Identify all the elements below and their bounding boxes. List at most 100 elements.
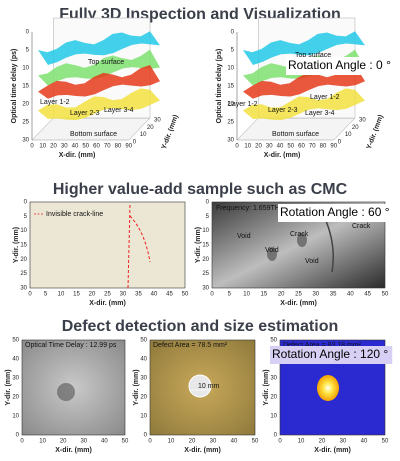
image-area (29, 201, 186, 289)
x-axis-label: X-dir. (mm) (280, 300, 317, 307)
z-tick-label: 20 (147, 125, 154, 131)
x-tick-label: 10 (244, 144, 251, 150)
x-tick-label: 0 (28, 292, 32, 298)
overlay-box (278, 204, 394, 222)
z-axis-label: Y-dir. (mm) (366, 114, 385, 150)
y-tick-label: 20 (140, 395, 147, 401)
x-axis-label: X-dir. (mm) (314, 447, 351, 454)
annotation: Top surface (88, 59, 124, 66)
overlay-text: Rotation Angle : 60 ° (280, 205, 390, 219)
y-tick-label: 20 (12, 395, 19, 401)
annotation: Defect Area = 83.18 mm² (283, 342, 362, 349)
section-title: Defect detection and size estimation (62, 318, 339, 335)
annotation: Frequency: 1.659THz (216, 205, 284, 212)
x-tick-label: 5 (228, 292, 232, 298)
x-tick-label: 50 (382, 439, 389, 445)
x-tick-label: 0 (148, 439, 152, 445)
y-tick-label: 10 (270, 414, 277, 420)
x-tick-label: 50 (82, 144, 89, 150)
x-tick-label: 90 (125, 144, 132, 150)
y-tick-label: 25 (227, 120, 234, 126)
x-tick-label: 30 (120, 292, 127, 298)
x-tick-label: 20 (89, 292, 96, 298)
layer-surface (243, 88, 365, 121)
x-tick-label: 50 (252, 439, 259, 445)
x-tick-label: 35 (330, 292, 337, 298)
z-tick-label: 20 (352, 125, 359, 131)
y-tick-label: 0 (16, 433, 20, 439)
void-spot (297, 233, 307, 247)
crack-line (127, 203, 151, 289)
y-axis-label: Y-dir. (mm) (195, 227, 202, 263)
y-tick-label: 20 (202, 257, 209, 263)
y-tick-label: 10 (202, 228, 209, 234)
y-tick-label: 30 (140, 376, 147, 382)
y-tick-label: 20 (22, 102, 29, 108)
y-axis-label: Y-dir. (mm) (263, 369, 270, 405)
x-tick-label: 25 (295, 292, 302, 298)
x-axis-label: X-dir. (mm) (55, 447, 92, 454)
overlay-text: Rotation Angle : 0 ° (288, 58, 391, 72)
x-tick-label: 70 (309, 144, 316, 150)
x-axis-label: X-dir. (mm) (89, 300, 126, 307)
layer-surface (38, 31, 160, 65)
void-spot (267, 247, 277, 261)
x-tick-label: 30 (61, 144, 68, 150)
x-tick-label: 50 (382, 292, 389, 298)
y-tick-label: 5 (206, 214, 210, 220)
overlay-box (270, 346, 393, 364)
y-tick-label: 10 (12, 414, 19, 420)
y-tick-label: 15 (227, 84, 234, 90)
y-tick-label: 5 (26, 48, 30, 54)
x-tick-label: 50 (122, 439, 129, 445)
annotation: Layer 3-4 (305, 110, 335, 117)
x-tick-label: 20 (255, 144, 262, 150)
x-tick-label: 40 (231, 439, 238, 445)
annotation: Layer 1-2 (310, 94, 340, 101)
overlay-box (286, 57, 395, 75)
y-tick-label: 20 (270, 395, 277, 401)
x-axis-label: X-dir. (mm) (264, 152, 301, 159)
layer-surface (243, 31, 365, 65)
y-tick-label: 50 (12, 338, 19, 344)
y-axis-label: Y-dir. (mm) (13, 227, 20, 263)
x-tick-label: 40 (101, 439, 108, 445)
layer-surface (38, 88, 160, 121)
x-tick-label: 40 (277, 144, 284, 150)
y-tick-label: 0 (26, 30, 30, 36)
x-tick-label: 40 (151, 292, 158, 298)
annotation: Layer 1-2 (40, 99, 70, 106)
x-tick-label: 10 (58, 292, 65, 298)
annotation: Layer 1-2 (228, 101, 258, 108)
x-tick-label: 80 (115, 144, 122, 150)
y-tick-label: 15 (22, 84, 29, 90)
y-axis-label: Optical time delay (ps) (11, 49, 18, 124)
layer-surface (38, 49, 160, 86)
layer-surface (38, 65, 160, 99)
x-tick-label: 70 (104, 144, 111, 150)
y-tick-label: 5 (24, 214, 28, 220)
y-tick-label: 10 (140, 414, 147, 420)
y-tick-label: 20 (20, 257, 27, 263)
y-tick-label: 50 (270, 338, 277, 344)
x-tick-label: 20 (50, 144, 57, 150)
x-tick-label: 25 (104, 292, 111, 298)
x-tick-label: 40 (347, 292, 354, 298)
x-tick-label: 20 (319, 439, 326, 445)
y-tick-label: 0 (144, 433, 148, 439)
x-tick-label: 15 (73, 292, 80, 298)
y-tick-label: 30 (20, 286, 27, 292)
x-tick-label: 20 (60, 439, 67, 445)
x-tick-label: 45 (364, 292, 371, 298)
annotation: Void (265, 247, 279, 254)
x-tick-label: 90 (330, 144, 337, 150)
y-tick-label: 5 (231, 48, 235, 54)
z-tick-label: 10 (345, 132, 352, 138)
x-tick-label: 15 (261, 292, 268, 298)
y-tick-label: 25 (202, 271, 209, 277)
annotation: Top surface (295, 52, 331, 59)
z-tick-label: 30 (154, 118, 161, 124)
